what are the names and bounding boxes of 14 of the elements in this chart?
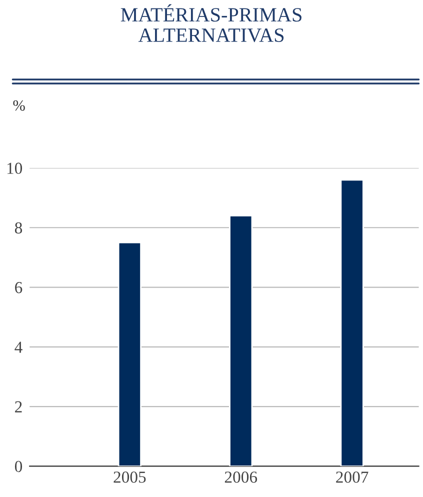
bar bbox=[229, 215, 253, 466]
bar bbox=[118, 242, 142, 466]
x-tick-label: 2007 bbox=[336, 472, 368, 483]
y-tick-label: 8 bbox=[14, 222, 22, 234]
bar bbox=[340, 179, 364, 466]
y-tick-label: 4 bbox=[14, 342, 22, 353]
y-tick-label: 10 bbox=[7, 162, 22, 174]
y-tick-label: 2 bbox=[15, 401, 22, 412]
y-tick-label: 0 bbox=[14, 460, 22, 472]
x-tick-label: 2006 bbox=[224, 472, 258, 483]
x-tick-label: 2005 bbox=[114, 472, 146, 483]
y-axis-title: % bbox=[13, 100, 25, 111]
y-tick-label: 6 bbox=[15, 282, 22, 294]
chart-title: MATÉRIAS-PRIMAS ALTERNATIVAS bbox=[120, 4, 302, 42]
